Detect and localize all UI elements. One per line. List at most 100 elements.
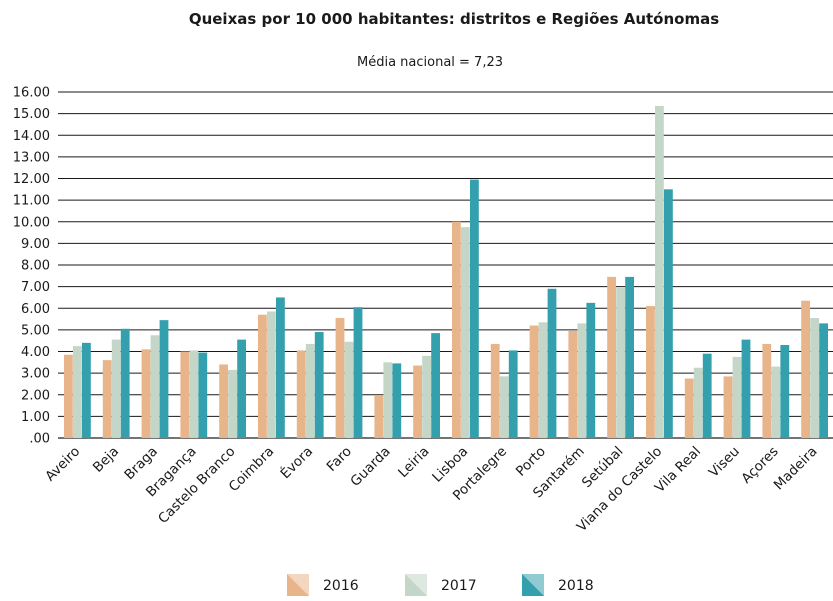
- bar-group: [102, 328, 130, 438]
- bar-group: [141, 320, 169, 438]
- y-tick-label: 3.00: [21, 367, 50, 382]
- legend-swatch: [522, 574, 544, 596]
- y-tick-label: 11.00: [13, 194, 50, 209]
- bar: [684, 378, 694, 438]
- y-tick-label: .00: [29, 432, 50, 447]
- bar: [219, 364, 228, 438]
- bar: [120, 328, 130, 438]
- bar-group: [180, 350, 208, 438]
- bar: [374, 395, 384, 438]
- bar: [470, 179, 479, 439]
- bar: [732, 356, 742, 438]
- bar: [538, 322, 548, 438]
- bar: [568, 330, 578, 438]
- bar-group: [568, 302, 596, 438]
- bar-group: [646, 106, 673, 439]
- bar: [159, 320, 169, 438]
- bar-group: [64, 342, 91, 438]
- chart-subtitle: Média nacional = 7,23: [357, 55, 503, 70]
- bar: [723, 376, 733, 438]
- legend-label: 2018: [558, 578, 594, 594]
- legend-item: 2018: [522, 574, 594, 596]
- bar: [771, 366, 781, 438]
- bars: [64, 106, 828, 439]
- y-tick-label: 2.00: [21, 388, 50, 403]
- bar-group: [219, 339, 246, 438]
- bar: [141, 349, 151, 438]
- legend-item: 2017: [405, 574, 477, 596]
- bar-group: [801, 300, 828, 438]
- bar-group: [335, 307, 363, 438]
- bar: [353, 307, 363, 438]
- bar: [73, 346, 82, 438]
- gridlines: [58, 91, 833, 439]
- y-tick-label: 5.00: [21, 323, 50, 338]
- legend: 2016 2017 2018: [287, 574, 594, 596]
- x-tick-label: Porto: [513, 444, 549, 480]
- bar: [82, 342, 91, 438]
- y-tick-label: 1.00: [21, 410, 50, 425]
- bar: [801, 300, 810, 438]
- bar: [762, 343, 772, 438]
- bar-group: [374, 362, 402, 438]
- bar: [547, 288, 557, 438]
- bar-group: [684, 353, 712, 438]
- y-axis-tick-labels: .00 1.00 2.00 3.00 4.00 5.00 6.00 7.00 8.00 9.00 1…: [13, 86, 50, 447]
- bar-group: [452, 179, 479, 439]
- x-tick-label: Guarda: [347, 444, 393, 490]
- bar: [314, 332, 324, 438]
- bar: [529, 325, 539, 438]
- bar: [180, 351, 190, 438]
- legend-label: 2017: [441, 578, 477, 594]
- y-tick-label: 8.00: [21, 259, 50, 274]
- bar-group: [607, 276, 634, 438]
- legend-swatch: [405, 574, 427, 596]
- bar: [111, 339, 121, 438]
- y-tick-label: 7.00: [21, 280, 50, 295]
- chart-title: Queixas por 10 000 habitantes: distritos…: [189, 10, 719, 28]
- bar: [780, 345, 790, 438]
- bar: [616, 287, 625, 438]
- y-tick-label: 14.00: [13, 129, 50, 144]
- bar: [431, 333, 440, 438]
- bar: [228, 369, 237, 438]
- bar: [413, 365, 422, 438]
- bar: [646, 306, 655, 438]
- bar: [237, 339, 246, 438]
- legend-item: 2016: [287, 574, 359, 596]
- bar: [335, 317, 345, 438]
- bar: [741, 339, 751, 438]
- y-tick-label: 12.00: [13, 172, 50, 187]
- bar: [810, 317, 819, 438]
- bar: [625, 276, 634, 438]
- bar: [383, 362, 393, 438]
- x-tick-label: Viseu: [706, 444, 743, 481]
- bar-group: [490, 343, 518, 438]
- bar: [422, 355, 431, 438]
- y-tick-label: 9.00: [21, 237, 50, 252]
- bar: [693, 367, 703, 438]
- bar: [664, 189, 673, 438]
- bar: [150, 335, 160, 438]
- y-tick-label: 4.00: [21, 345, 50, 360]
- bar: [499, 376, 509, 438]
- bar: [344, 341, 354, 438]
- y-tick-label: 6.00: [21, 302, 50, 317]
- bar-group: [296, 332, 324, 438]
- bar: [296, 350, 306, 438]
- bar: [64, 354, 73, 438]
- x-tick-label: Faro: [324, 444, 355, 475]
- y-tick-label: 13.00: [13, 150, 50, 165]
- bar: [577, 323, 587, 438]
- bar: [490, 343, 500, 438]
- bar: [461, 227, 470, 438]
- bar-group: [723, 339, 751, 438]
- x-tick-label: Aveiro: [42, 444, 83, 485]
- x-tick-label: Madeira: [771, 444, 821, 494]
- bar: [702, 353, 712, 438]
- bar: [819, 323, 828, 438]
- bar-group: [762, 343, 790, 438]
- bar: [305, 343, 315, 438]
